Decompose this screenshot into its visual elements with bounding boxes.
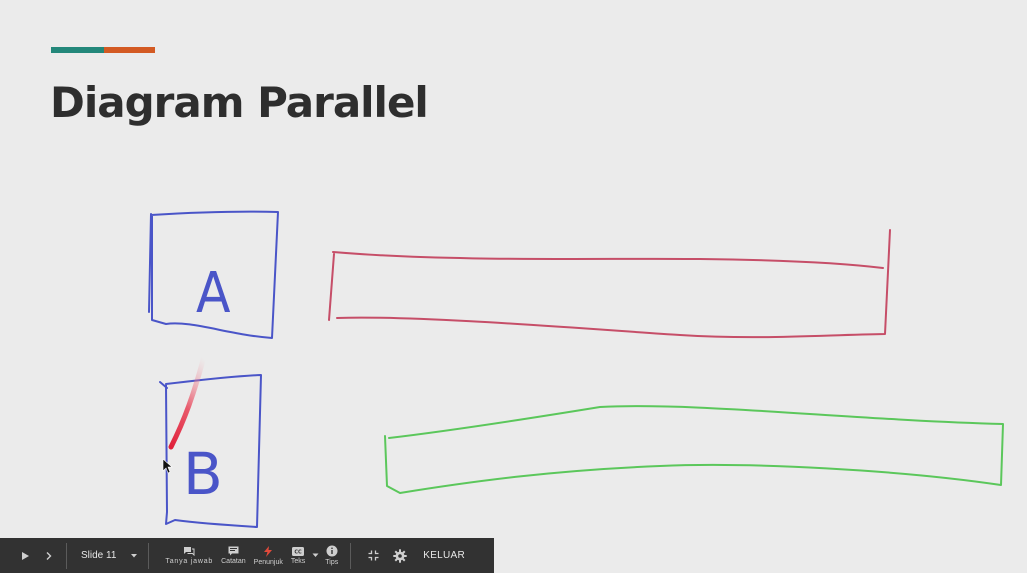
toolbar-divider	[148, 542, 150, 569]
settings-button[interactable]	[387, 538, 413, 573]
notes-icon	[228, 546, 239, 556]
notes-button[interactable]: Catatan	[217, 538, 250, 573]
box-a-letter: A	[196, 261, 231, 326]
toolbar-divider	[350, 542, 352, 569]
presenter-toolbar: Slide 11 Tanya jawab Catatan Penunjuk CC…	[0, 538, 494, 573]
closed-captions-icon: CC	[292, 546, 305, 556]
bar-top	[328, 229, 891, 339]
qa-label: Tanya jawab	[165, 558, 214, 565]
slide-number-label: Slide 11	[81, 550, 117, 561]
gear-icon	[393, 548, 407, 563]
bar-bottom	[384, 405, 1004, 494]
tips-button[interactable]: Tips	[321, 538, 342, 573]
exit-button[interactable]: KELUAR	[423, 550, 466, 561]
pointer-label: Penunjuk	[253, 558, 283, 566]
pointer-trail	[168, 337, 211, 450]
box-b-letter: B	[183, 440, 223, 508]
play-button[interactable]	[14, 538, 36, 573]
play-icon	[22, 551, 29, 560]
next-slide-button[interactable]	[36, 538, 62, 573]
caret-down-icon	[131, 553, 138, 557]
mouse-cursor-icon	[162, 458, 173, 474]
chat-icon	[184, 547, 195, 556]
box-a-outline	[148, 210, 279, 339]
pointer-button[interactable]: Penunjuk	[250, 538, 287, 573]
caret-down-icon	[312, 553, 319, 557]
slide-selector[interactable]: Slide 11	[71, 538, 144, 573]
chevron-right-icon	[46, 551, 52, 560]
exit-fullscreen-icon	[368, 550, 379, 561]
qa-button[interactable]: Tanya jawab	[161, 538, 217, 573]
svg-text:CC: CC	[294, 549, 302, 555]
notes-label: Catatan	[221, 558, 246, 565]
laser-pointer-icon	[264, 545, 273, 557]
captions-label: Teks	[290, 557, 306, 565]
title-accent-teal	[51, 47, 104, 53]
captions-button[interactable]: CC Teks	[287, 538, 309, 573]
tips-label: Tips	[325, 559, 339, 566]
slide-title: Diagram Parallel	[50, 78, 429, 127]
info-icon	[326, 545, 338, 557]
toolbar-divider	[66, 542, 67, 569]
exit-fullscreen-button[interactable]	[359, 538, 387, 573]
captions-menu-button[interactable]	[309, 538, 321, 573]
box-b-outline	[159, 374, 262, 528]
title-accent-orange	[104, 47, 155, 53]
